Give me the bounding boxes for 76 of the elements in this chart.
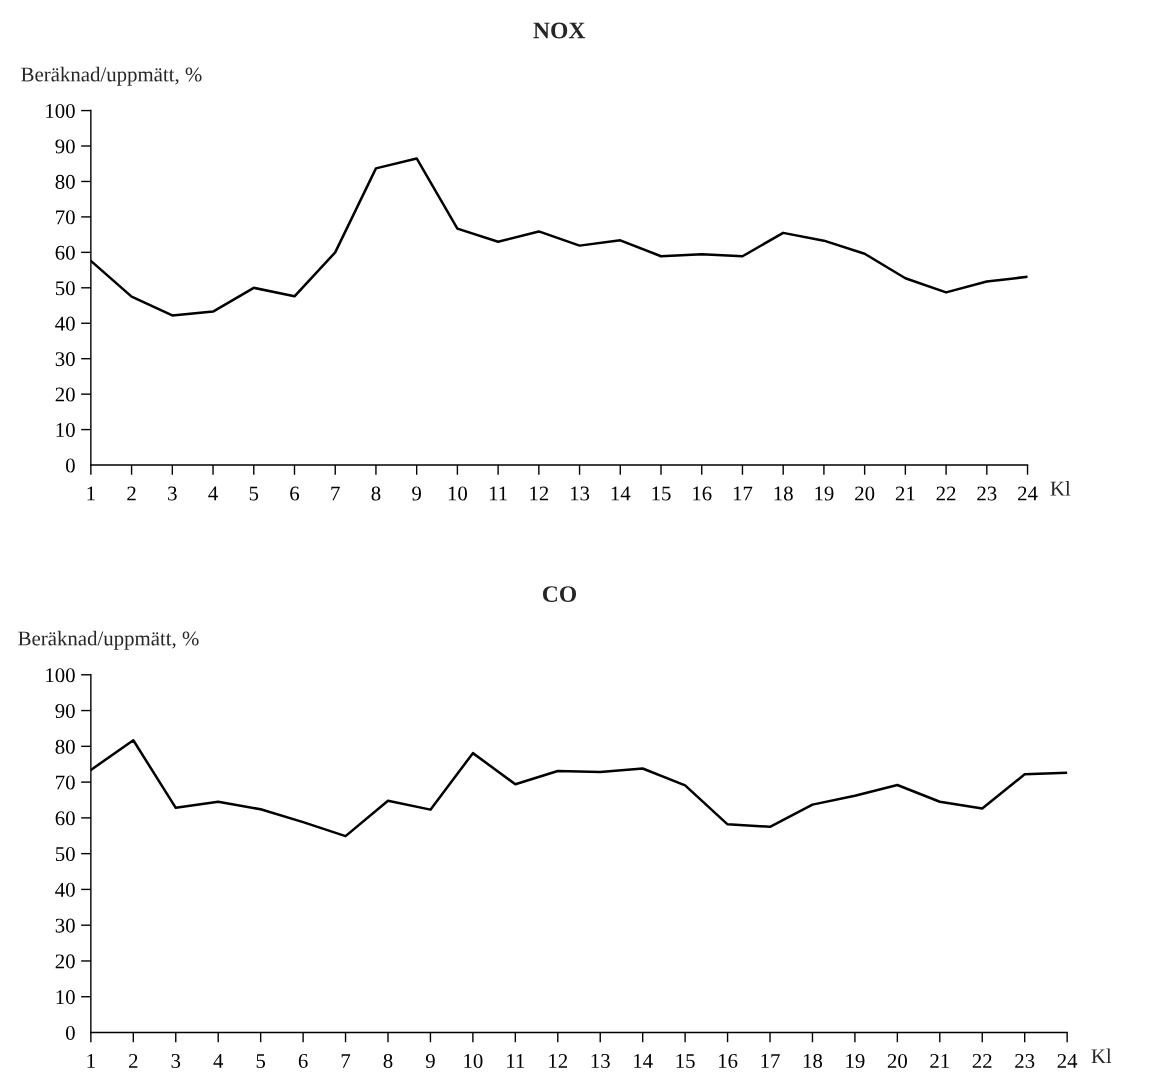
x-tick-label: 18 — [803, 1053, 823, 1068]
y-tick-label: 20 — [55, 387, 75, 402]
x-tick-label: 21 — [930, 1054, 949, 1068]
x-tick-label: 10 — [464, 1053, 483, 1068]
y-tick-label: 10 — [56, 990, 75, 1005]
x-tick-label: 4 — [213, 1054, 224, 1068]
x-tick-label: 19 — [846, 1054, 865, 1068]
x-tick-label: 4 — [208, 486, 218, 501]
x-tick-label: 8 — [371, 486, 381, 501]
x-tick-label: 12 — [549, 1054, 568, 1068]
x-tick-label: 18 — [774, 486, 793, 501]
y-tick-label: 90 — [55, 139, 75, 154]
y-tick-label: 50 — [55, 847, 75, 862]
y-tick-label: 0 — [65, 1025, 75, 1040]
x-tick-label: 16 — [718, 1054, 738, 1068]
x-tick-label: 20 — [855, 486, 875, 501]
x-tick-label: 11 — [507, 1054, 525, 1068]
y-tick-label: 30 — [55, 918, 75, 933]
y-tick-label: 70 — [56, 210, 75, 225]
y-axis-title: Beräknad/uppmätt, % — [21, 66, 202, 86]
x-tick-label: 16 — [693, 486, 712, 501]
x-tick-label: 12 — [530, 486, 549, 501]
y-tick-label: 40 — [55, 316, 75, 331]
x-tick-label: 21 — [895, 486, 915, 501]
x-tick-label: 14 — [634, 1054, 653, 1068]
x-tick-label: 5 — [256, 1054, 266, 1068]
x-tick-label: 13 — [591, 1054, 610, 1068]
x-tick-label: 13 — [570, 486, 590, 501]
x-axis-title: Kl — [1091, 1048, 1112, 1064]
y-tick-label: 60 — [55, 245, 75, 260]
y-tick-label: 60 — [55, 811, 75, 826]
x-tick-label: 6 — [298, 1054, 308, 1068]
y-tick-label: 80 — [55, 174, 75, 189]
y-axis-title: Beräknad/uppmätt, % — [18, 630, 199, 650]
x-tick-label: 7 — [341, 1054, 351, 1068]
x-tick-label: 22 — [972, 1054, 992, 1068]
y-tick-label: 50 — [55, 281, 75, 296]
x-tick-label: 10 — [448, 486, 468, 501]
y-tick-label: 20 — [55, 954, 75, 969]
x-tick-label: 23 — [1015, 1054, 1035, 1068]
y-tick-label: 0 — [65, 458, 75, 473]
x-tick-label: 15 — [676, 1054, 695, 1068]
chart-title: NOX — [533, 22, 586, 39]
x-tick-label: 17 — [761, 1054, 780, 1068]
y-tick-label: 100 — [46, 103, 75, 118]
x-tick-label: 14 — [611, 486, 631, 501]
x-tick-label: 11 — [489, 486, 507, 501]
x-tick-label: 19 — [815, 486, 834, 501]
x-tick-label: 9 — [412, 486, 422, 501]
x-tick-label: 24 — [1018, 486, 1038, 501]
y-tick-label: 10 — [56, 422, 75, 438]
x-tick-label: 7 — [331, 486, 340, 501]
y-tick-label: 70 — [56, 775, 75, 790]
y-tick-label: 100 — [46, 668, 75, 683]
x-tick-label: 9 — [425, 1054, 435, 1068]
x-tick-label: 2 — [129, 1054, 138, 1068]
x-tick-label: 20 — [887, 1053, 907, 1068]
x-tick-label: 22 — [936, 486, 956, 501]
x-tick-label: 8 — [383, 1053, 393, 1068]
x-tick-label: 2 — [127, 486, 136, 501]
x-tick-label: 3 — [171, 1054, 181, 1068]
x-tick-label: 3 — [168, 486, 177, 501]
x-tick-label: 23 — [977, 486, 997, 501]
y-tick-label: 40 — [55, 882, 75, 897]
y-tick-label: 80 — [55, 739, 75, 754]
x-axis-title: Kl — [1050, 480, 1071, 496]
x-tick-label: 1 — [87, 1054, 95, 1068]
y-tick-label: 90 — [55, 703, 75, 718]
x-tick-label: 1 — [87, 486, 95, 501]
x-tick-label: 15 — [652, 486, 671, 501]
x-tick-label: 17 — [733, 486, 753, 501]
x-tick-label: 24 — [1057, 1054, 1078, 1068]
y-tick-label: 30 — [55, 352, 75, 367]
x-tick-label: 5 — [249, 486, 259, 501]
x-tick-label: 6 — [290, 486, 300, 501]
chart-title: CO — [542, 586, 577, 603]
